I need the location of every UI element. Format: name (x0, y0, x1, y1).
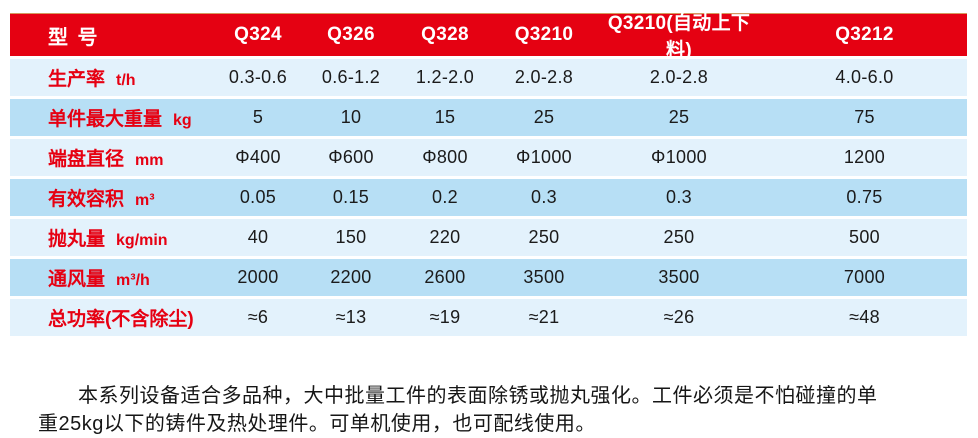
cell-value: 15 (434, 107, 456, 127)
cell-value: 250 (663, 227, 695, 247)
cell-value: 0.05 (239, 187, 277, 207)
header-model-q3210: Q3210 (514, 24, 574, 45)
header-model-label: 型 号 (48, 26, 100, 49)
table-row-ventilation: 通风量 m³/h 2000 2200 2600 3500 3500 7000 (10, 259, 967, 296)
cell-value: 75 (854, 107, 875, 127)
cell-value: Φ1000 (516, 147, 572, 167)
cell-value: 25 (668, 107, 690, 127)
row-unit: mm (135, 152, 164, 169)
row-unit: m³ (135, 192, 155, 209)
row-unit: kg (173, 112, 192, 129)
cell-value: 0.75 (846, 187, 883, 207)
cell-value: ≈21 (528, 307, 560, 327)
cell-value: 0.3 (666, 187, 692, 207)
cell-value: ≈19 (429, 307, 461, 327)
cell-value: 0.2 (432, 187, 458, 207)
cell-value: 1.2-2.0 (415, 67, 475, 87)
table-row-max-piece-weight: 单件最大重量 kg 5 10 15 25 25 75 (10, 99, 967, 136)
cell-value: 150 (335, 227, 367, 247)
row-label: 通风量 (48, 269, 106, 290)
cell-value: 250 (528, 227, 560, 247)
header-model-q324: Q324 (234, 24, 282, 45)
row-label: 生产率 (48, 69, 106, 90)
cell-value: 1200 (843, 147, 886, 167)
spec-table: 型 号 Q324 Q326 Q328 Q3210 Q3210(自动上下料) Q3… (10, 13, 967, 339)
cell-value: Φ800 (422, 147, 468, 167)
cell-value: 10 (340, 107, 362, 127)
cell-value: 0.3 (531, 187, 557, 207)
table-row-total-power: 总功率(不含除尘) ≈6 ≈13 ≈19 ≈21 ≈26 ≈48 (10, 299, 967, 336)
cell-value: Φ600 (328, 147, 374, 167)
cell-value: 3500 (523, 267, 565, 287)
row-label: 抛丸量 (48, 229, 106, 250)
cell-value: 2200 (330, 267, 372, 287)
cell-value: Φ1000 (651, 147, 707, 167)
series-description-text: 本系列设备适合多品种，大中批量工件的表面除锈或抛丸强化。工件必须是不怕碰撞的单重… (38, 385, 878, 435)
header-model-q326: Q326 (327, 24, 375, 45)
cell-value: 220 (429, 227, 461, 247)
table-header-row: 型 号 Q324 Q326 Q328 Q3210 Q3210(自动上下料) Q3… (10, 13, 967, 61)
row-unit: t/h (116, 72, 136, 89)
row-unit: m³/h (116, 272, 150, 289)
row-label: 端盘直径 (48, 149, 125, 170)
row-unit: kg/min (116, 232, 168, 249)
table-row-end-disc-diameter: 端盘直径 mm Φ400 Φ600 Φ800 Φ1000 Φ1000 1200 (10, 139, 967, 176)
cell-value: 2000 (237, 267, 279, 287)
table-row-effective-volume: 有效容积 m³ 0.05 0.15 0.2 0.3 0.3 0.75 (10, 179, 967, 216)
cell-value: 7000 (843, 267, 886, 287)
cell-value: 40 (247, 227, 269, 247)
table-row-shot-blast-rate: 抛丸量 kg/min 40 150 220 250 250 500 (10, 219, 967, 256)
cell-value: 3500 (658, 267, 700, 287)
cell-value: 2600 (424, 267, 466, 287)
cell-value: ≈48 (849, 307, 880, 327)
cell-value: ≈26 (663, 307, 695, 327)
row-label: 单件最大重量 (48, 109, 163, 130)
cell-value: 0.3-0.6 (228, 67, 288, 87)
row-label: 有效容积 (48, 189, 125, 210)
cell-value: ≈6 (247, 307, 269, 327)
cell-value: 4.0-6.0 (835, 67, 894, 87)
cell-value: 5 (252, 107, 264, 127)
header-model-q3212: Q3212 (835, 24, 894, 45)
cell-value: 2.0-2.8 (514, 67, 574, 87)
cell-value: 25 (533, 107, 555, 127)
cell-value: 500 (849, 227, 880, 247)
cell-value: 2.0-2.8 (649, 67, 709, 87)
header-model-q328: Q328 (421, 24, 469, 45)
cell-value: 0.6-1.2 (321, 67, 381, 87)
header-model-q3210-auto: Q3210(自动上下料) (607, 13, 751, 61)
table-row-production-rate: 生产率 t/h 0.3-0.6 0.6-1.2 1.2-2.0 2.0-2.8 … (10, 59, 967, 96)
cell-value: 0.15 (332, 187, 370, 207)
cell-value: ≈13 (335, 307, 367, 327)
row-label: 总功率(不含除尘) (48, 309, 194, 330)
cell-value: Φ400 (235, 147, 281, 167)
